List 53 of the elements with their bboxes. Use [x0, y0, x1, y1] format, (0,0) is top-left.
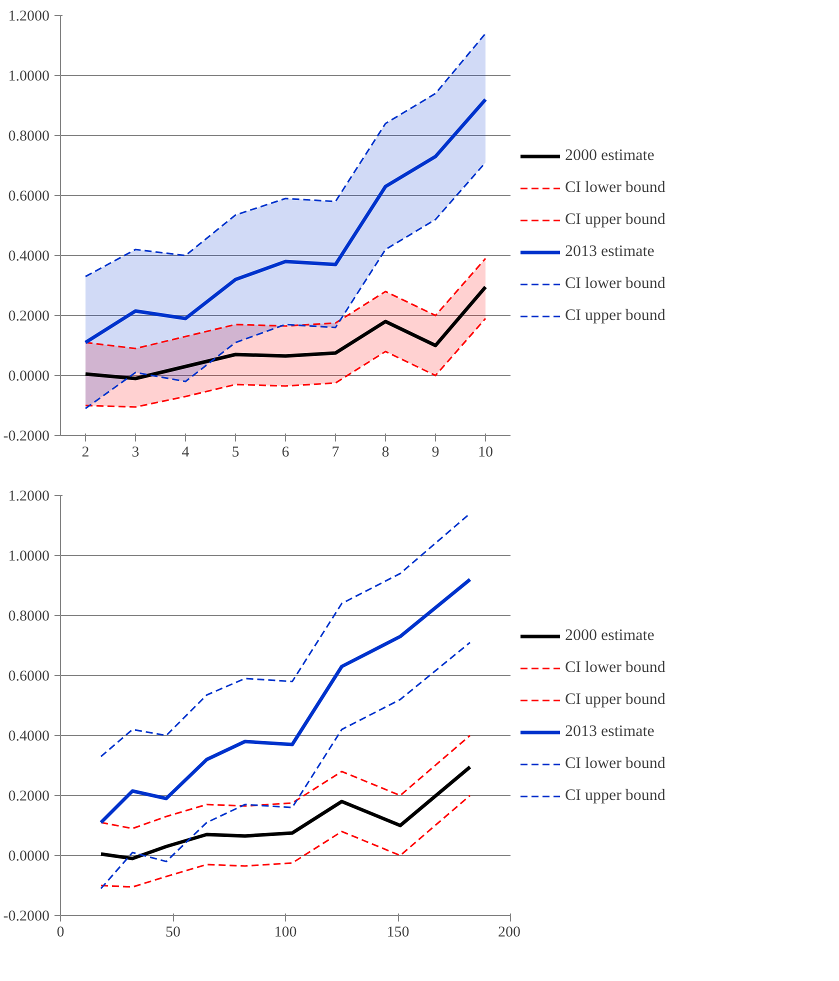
- legend-label: CI upper bound: [565, 210, 666, 228]
- line-series: [100, 794, 471, 888]
- legend-label: 2000 estimate: [565, 626, 654, 644]
- y-tick-label: 0.4000: [8, 728, 50, 744]
- y-tick-label: -0.2000: [3, 908, 50, 924]
- legend-label: CI upper bound: [565, 690, 666, 708]
- y-tick-label: 0.8000: [8, 608, 50, 624]
- line-series: [99, 765, 472, 860]
- y-tick-label: 0.8000: [8, 128, 50, 144]
- legend-label: 2013 estimate: [565, 722, 654, 740]
- line-series: [84, 98, 488, 344]
- x-tick-label: 9: [432, 444, 440, 460]
- legend-label: CI upper bound: [565, 306, 666, 324]
- y-tick-label: 1.0000: [8, 548, 50, 564]
- x-tick-label: 4: [182, 444, 190, 460]
- y-tick-label: 0.4000: [8, 248, 50, 264]
- legend-label: CI lower bound: [565, 178, 666, 196]
- line-series: [99, 578, 472, 824]
- y-tick-label: 0.0000: [8, 368, 50, 384]
- y-tick-label: 0.0000: [8, 848, 50, 864]
- x-tick-label: 50: [166, 924, 180, 940]
- line-series: [100, 642, 471, 890]
- y-tick-label: 0.2000: [8, 308, 50, 324]
- y-tick-label: 0.6000: [8, 668, 50, 684]
- x-tick-label: 2: [82, 444, 90, 460]
- y-tick-label: 0.2000: [8, 788, 50, 804]
- y-tick-label: -0.2000: [3, 428, 50, 444]
- line-series: [100, 512, 471, 758]
- line-series: [84, 258, 486, 350]
- y-tick-label: 0.6000: [8, 188, 50, 204]
- y-tick-label: 1.2000: [8, 8, 50, 24]
- x-tick-label: 0: [56, 924, 64, 940]
- x-tick-label: 5: [232, 444, 240, 460]
- x-tick-label: 3: [132, 444, 140, 460]
- x-tick-label: 7: [332, 444, 340, 460]
- x-tick-label: 6: [282, 444, 290, 460]
- line-series: [84, 32, 486, 278]
- x-tick-label: 200: [498, 924, 520, 940]
- y-tick-label: 1.0000: [8, 68, 50, 84]
- y-tick-label: 1.2000: [8, 488, 50, 504]
- legend-label: CI lower bound: [565, 274, 666, 292]
- x-tick-label: 10: [478, 444, 493, 460]
- x-tick-label: 100: [274, 924, 297, 940]
- legend-label: 2013 estimate: [565, 242, 654, 260]
- line-series: [84, 318, 486, 408]
- legend-label: CI lower bound: [565, 658, 666, 676]
- legend-label: CI lower bound: [565, 754, 666, 772]
- legend-label: 2000 estimate: [565, 146, 654, 164]
- x-tick-label: 8: [382, 444, 390, 460]
- legend-label: CI upper bound: [565, 786, 666, 804]
- line-series: [100, 734, 471, 830]
- line-series: [84, 285, 488, 380]
- x-tick-label: 150: [386, 924, 410, 940]
